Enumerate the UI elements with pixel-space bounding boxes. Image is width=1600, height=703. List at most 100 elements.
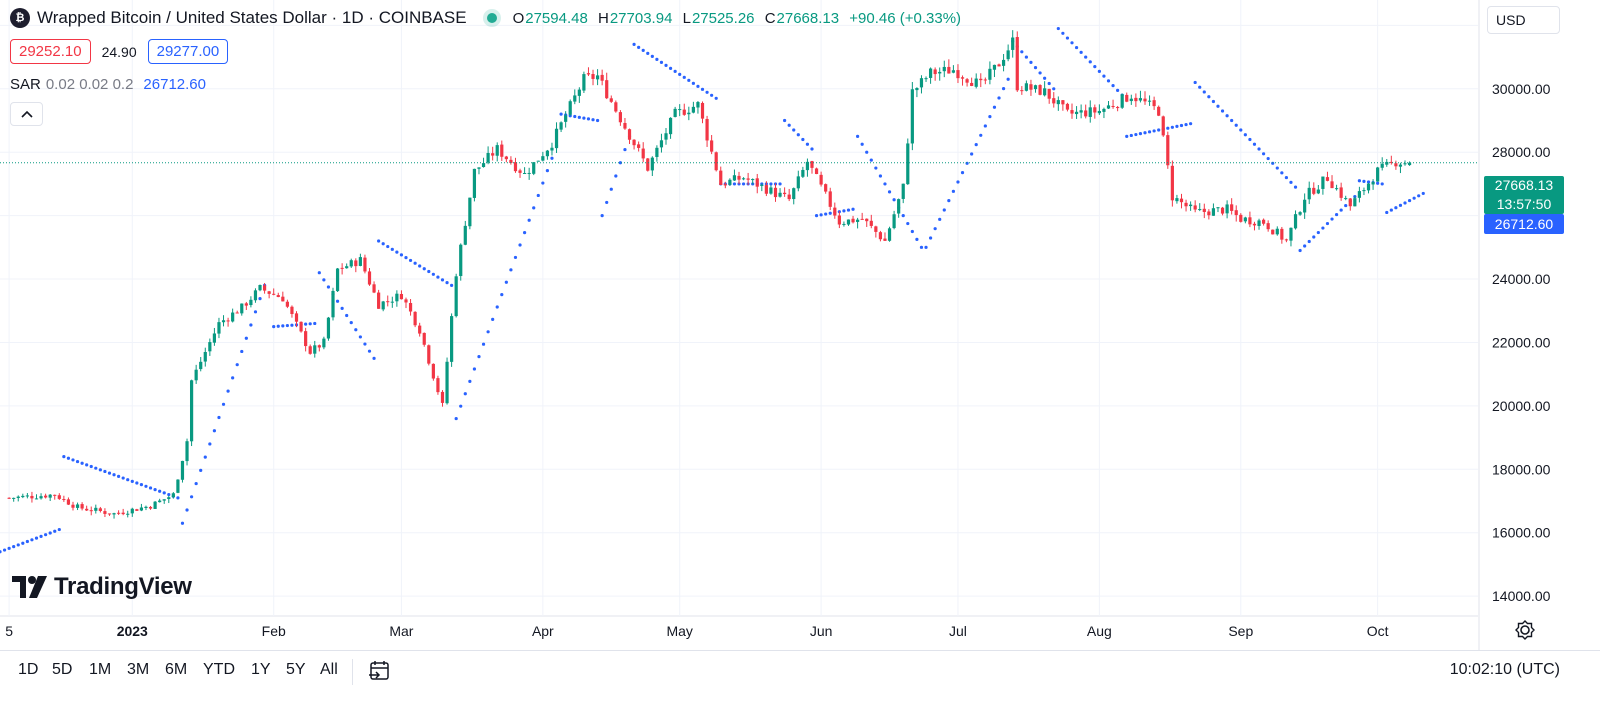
candle-body[interactable] bbox=[582, 74, 586, 91]
candle-body[interactable] bbox=[901, 183, 905, 199]
candle-body[interactable] bbox=[1147, 100, 1152, 102]
candle-body[interactable] bbox=[62, 499, 66, 501]
candle-body[interactable] bbox=[846, 219, 851, 225]
candle-body[interactable] bbox=[326, 317, 331, 339]
candle-body[interactable] bbox=[1189, 204, 1193, 207]
candle-body[interactable] bbox=[1298, 212, 1302, 215]
candle-body[interactable] bbox=[956, 70, 960, 79]
candle-body[interactable] bbox=[856, 219, 860, 222]
candle-body[interactable] bbox=[1011, 37, 1015, 50]
range-6m-button[interactable]: 6M bbox=[165, 661, 188, 678]
candle-body[interactable] bbox=[751, 179, 755, 181]
candle-body[interactable] bbox=[792, 188, 796, 200]
candle-body[interactable] bbox=[299, 321, 303, 332]
range-3m-button[interactable]: 3M bbox=[127, 661, 150, 678]
candle-body[interactable] bbox=[80, 504, 84, 509]
candle-body[interactable] bbox=[1152, 100, 1156, 107]
symbol-title[interactable]: Wrapped Bitcoin / United States Dollar ·… bbox=[37, 8, 467, 27]
candle-body[interactable] bbox=[240, 303, 244, 314]
candle-body[interactable] bbox=[1179, 198, 1184, 203]
candle-body[interactable] bbox=[860, 218, 864, 220]
candle-body[interactable] bbox=[550, 147, 554, 151]
candle-body[interactable] bbox=[340, 267, 344, 269]
candle-body[interactable] bbox=[1271, 229, 1275, 235]
candle-body[interactable] bbox=[865, 218, 869, 222]
candle-body[interactable] bbox=[769, 187, 773, 194]
candle-body[interactable] bbox=[833, 207, 837, 216]
candle-body[interactable] bbox=[1280, 228, 1284, 240]
candle-body[interactable] bbox=[1353, 198, 1357, 207]
candle-body[interactable] bbox=[714, 152, 718, 171]
symbol-legend[interactable]: ₿ Wrapped Bitcoin / United States Dollar… bbox=[10, 8, 967, 28]
candle-body[interactable] bbox=[897, 199, 901, 214]
candle-body[interactable] bbox=[1157, 106, 1161, 116]
candle-body[interactable] bbox=[372, 284, 376, 293]
candle-body[interactable] bbox=[130, 508, 134, 514]
candle-body[interactable] bbox=[527, 172, 531, 174]
candle-body[interactable] bbox=[249, 299, 253, 306]
candle-body[interactable] bbox=[103, 511, 107, 514]
candle-body[interactable] bbox=[468, 197, 472, 227]
candle-body[interactable] bbox=[1316, 189, 1320, 194]
candle-body[interactable] bbox=[518, 170, 522, 173]
candle-body[interactable] bbox=[778, 192, 782, 197]
candle-body[interactable] bbox=[924, 78, 928, 80]
candle-body[interactable] bbox=[1325, 177, 1330, 181]
candle-body[interactable] bbox=[363, 257, 367, 272]
candle-body[interactable] bbox=[655, 147, 659, 157]
candle-body[interactable] bbox=[1143, 98, 1147, 102]
candle-body[interactable] bbox=[687, 112, 691, 115]
candle-body[interactable] bbox=[30, 495, 34, 499]
candle-body[interactable] bbox=[938, 71, 942, 74]
candle-body[interactable] bbox=[48, 494, 52, 498]
candle-body[interactable] bbox=[554, 128, 559, 149]
candle-body[interactable] bbox=[12, 497, 16, 499]
candle-body[interactable] bbox=[732, 175, 737, 181]
candle-body[interactable] bbox=[1261, 219, 1266, 224]
candle-body[interactable] bbox=[331, 290, 335, 318]
candle-body[interactable] bbox=[231, 312, 235, 322]
candle-body[interactable] bbox=[121, 512, 125, 515]
candle-body[interactable] bbox=[1065, 103, 1070, 110]
candle-body[interactable] bbox=[1020, 90, 1024, 92]
candle-body[interactable] bbox=[564, 115, 568, 122]
candle-body[interactable] bbox=[755, 178, 759, 187]
candle-body[interactable] bbox=[691, 106, 695, 113]
candle-body[interactable] bbox=[591, 74, 595, 79]
candle-body[interactable] bbox=[623, 122, 627, 129]
candle-body[interactable] bbox=[1284, 239, 1289, 241]
candle-body[interactable] bbox=[805, 161, 810, 171]
candle-body[interactable] bbox=[386, 301, 390, 303]
candle-body[interactable] bbox=[422, 332, 426, 345]
candle-body[interactable] bbox=[98, 508, 102, 511]
candle-body[interactable] bbox=[668, 117, 673, 135]
candle-body[interactable] bbox=[522, 173, 527, 175]
candle-body[interactable] bbox=[436, 378, 440, 393]
candle-body[interactable] bbox=[1120, 94, 1124, 108]
candle-body[interactable] bbox=[39, 496, 43, 499]
candle-body[interactable] bbox=[1230, 204, 1234, 211]
candle-body[interactable] bbox=[1348, 198, 1352, 207]
candle-body[interactable] bbox=[504, 156, 508, 160]
candle-body[interactable] bbox=[203, 351, 207, 362]
candle-body[interactable] bbox=[440, 391, 445, 403]
candle-body[interactable] bbox=[1398, 164, 1403, 167]
candle-body[interactable] bbox=[1193, 205, 1197, 210]
candle-body[interactable] bbox=[413, 311, 417, 326]
candle-body[interactable] bbox=[595, 75, 600, 80]
candle-body[interactable] bbox=[1376, 167, 1380, 182]
candle-body[interactable] bbox=[828, 191, 832, 207]
candle-body[interactable] bbox=[221, 320, 226, 323]
candle-body[interactable] bbox=[345, 266, 349, 269]
bid-price[interactable]: 29252.10 bbox=[10, 39, 91, 64]
candle-body[interactable] bbox=[1243, 217, 1247, 222]
range-1d-button[interactable]: 1D bbox=[18, 661, 39, 678]
candle-body[interactable] bbox=[290, 306, 294, 315]
candle-body[interactable] bbox=[399, 293, 404, 300]
candle-body[interactable] bbox=[637, 144, 641, 148]
candle-body[interactable] bbox=[7, 497, 11, 499]
candle-body[interactable] bbox=[928, 68, 933, 78]
candle-body[interactable] bbox=[951, 70, 956, 73]
candle-body[interactable] bbox=[176, 479, 180, 493]
candle-body[interactable] bbox=[308, 346, 312, 354]
